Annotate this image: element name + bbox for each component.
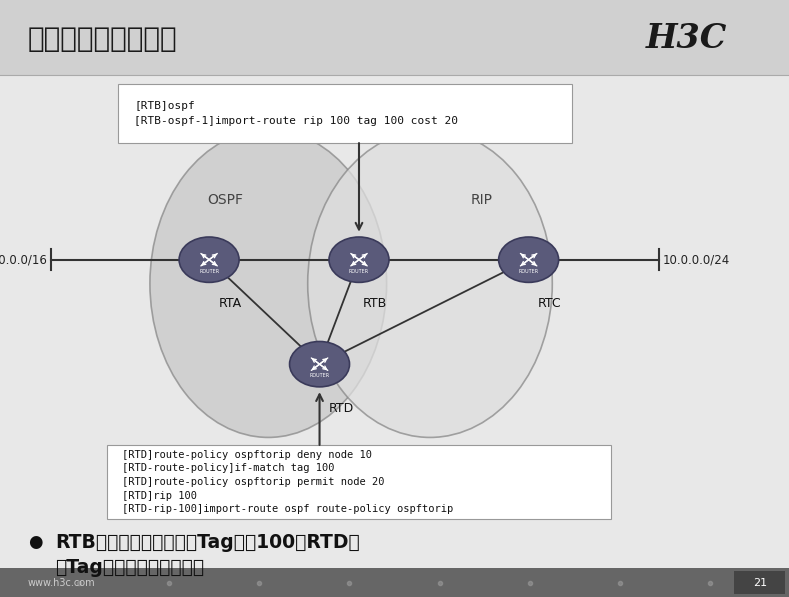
- Ellipse shape: [308, 130, 552, 438]
- Text: OSPF: OSPF: [207, 193, 243, 207]
- FancyBboxPatch shape: [107, 445, 611, 519]
- Text: ROUTER: ROUTER: [349, 269, 369, 273]
- Text: RTC: RTC: [538, 297, 562, 310]
- Circle shape: [290, 341, 350, 387]
- Text: RIP: RIP: [470, 193, 492, 207]
- Text: RTA: RTA: [219, 297, 241, 310]
- Text: 172.0.0.0/16: 172.0.0.0/16: [0, 253, 47, 266]
- Text: RTD: RTD: [329, 402, 354, 415]
- Text: [RTB]ospf
[RTB-ospf-1]import-route rip 100 tag 100 cost 20: [RTB]ospf [RTB-ospf-1]import-route rip 1…: [134, 101, 458, 126]
- Circle shape: [179, 237, 239, 282]
- Text: 10.0.0.0/24: 10.0.0.0/24: [663, 253, 730, 266]
- Text: 21: 21: [753, 578, 767, 587]
- Text: H3C: H3C: [645, 22, 727, 56]
- Text: ROUTER: ROUTER: [309, 373, 330, 378]
- Circle shape: [499, 237, 559, 282]
- Text: ROUTER: ROUTER: [518, 269, 539, 273]
- Text: [RTD]route-policy ospftorip deny node 10
[RTD-route-policy]if-match tag 100
[RTD: [RTD]route-policy ospftorip deny node 10…: [122, 450, 454, 514]
- Text: ROUTER: ROUTER: [199, 269, 219, 273]
- FancyBboxPatch shape: [0, 0, 789, 75]
- Ellipse shape: [150, 130, 387, 438]
- Text: 据Tag値来进行选择性引入: 据Tag値来进行选择性引入: [55, 558, 204, 577]
- Text: www.h3c.com: www.h3c.com: [28, 578, 95, 587]
- Text: 双边界路由引入示例: 双边界路由引入示例: [28, 25, 178, 53]
- Circle shape: [329, 237, 389, 282]
- FancyBboxPatch shape: [734, 571, 785, 594]
- FancyBboxPatch shape: [0, 568, 789, 597]
- Text: RTB: RTB: [363, 297, 387, 310]
- Text: RTB上给引入的路由加上Tag値为100，RTD根: RTB上给引入的路由加上Tag値为100，RTD根: [55, 533, 360, 552]
- Text: ●: ●: [28, 533, 42, 550]
- FancyBboxPatch shape: [118, 84, 572, 143]
